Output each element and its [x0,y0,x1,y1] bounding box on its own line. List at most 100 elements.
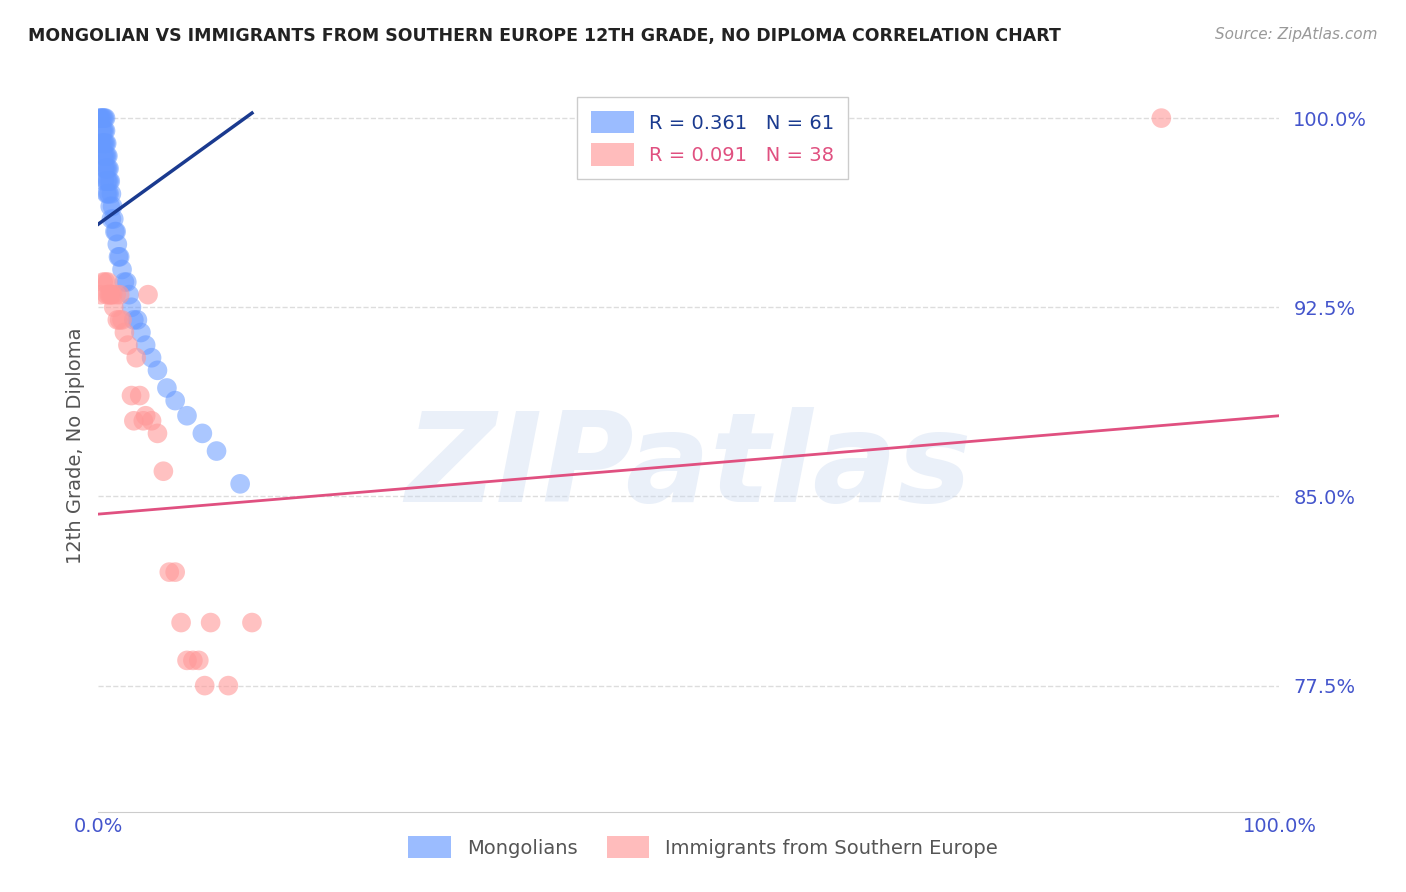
Point [122,414,145,428]
Point [91,149,114,163]
Point [229,476,252,491]
Point [156,381,179,395]
Point [111,262,134,277]
Point [181,653,204,667]
Point [132,414,155,428]
Text: MONGOLIAN VS IMMIGRANTS FROM SOUTHERN EUROPE 12TH GRADE, NO DIPLOMA CORRELATION : MONGOLIAN VS IMMIGRANTS FROM SOUTHERN EU… [28,27,1062,45]
Point [1150,111,1173,125]
Point [96,186,118,201]
Point [93,161,115,176]
Point [105,225,128,239]
Point [101,199,124,213]
Point [117,338,139,352]
Point [121,300,143,314]
Point [100,287,122,301]
Legend: R = 0.361   N = 61, R = 0.091   N = 38: R = 0.361 N = 61, R = 0.091 N = 38 [578,97,848,179]
Point [194,679,217,693]
Point [141,351,163,365]
Point [91,275,114,289]
Point [103,212,125,227]
Point [118,287,141,301]
Point [129,326,152,340]
Text: Source: ZipAtlas.com: Source: ZipAtlas.com [1215,27,1378,42]
Point [136,287,159,301]
Point [97,186,120,201]
Point [100,212,122,227]
Point [93,174,115,188]
Point [101,287,124,301]
Point [94,161,117,176]
Point [91,111,114,125]
Point [94,149,117,163]
Point [96,161,118,176]
Point [141,414,163,428]
Point [128,388,150,402]
Point [105,287,128,301]
Point [90,111,112,125]
Point [91,124,114,138]
Point [96,149,118,163]
Point [93,111,115,125]
Point [98,199,121,213]
Y-axis label: 12th Grade, No Diploma: 12th Grade, No Diploma [66,327,84,565]
Point [112,275,135,289]
Point [104,225,127,239]
Point [135,409,157,423]
Point [97,149,120,163]
Point [96,174,118,188]
Point [93,124,115,138]
Point [108,250,131,264]
Point [94,275,117,289]
Point [176,409,198,423]
Point [105,237,128,252]
Point [127,313,149,327]
Point [146,426,169,441]
Point [191,426,214,441]
Point [111,313,134,327]
Point [98,174,121,188]
Point [94,124,117,138]
Point [98,287,121,301]
Point [91,111,114,125]
Point [125,351,148,365]
Text: ZIPatlas: ZIPatlas [406,408,972,528]
Point [176,653,198,667]
Point [100,186,122,201]
Point [97,174,120,188]
Legend: Mongolians, Immigrants from Southern Europe: Mongolians, Immigrants from Southern Eur… [401,828,1005,866]
Point [108,313,131,327]
Point [165,565,187,579]
Point [91,136,114,151]
Point [240,615,263,630]
Point [94,136,117,151]
Point [97,275,120,289]
Point [108,287,131,301]
Point [96,136,118,151]
Point [135,338,157,352]
Point [93,149,115,163]
Point [97,161,120,176]
Point [96,287,118,301]
Point [122,313,145,327]
Point [98,161,121,176]
Point [187,653,209,667]
Point [112,326,135,340]
Point [170,615,193,630]
Point [107,250,129,264]
Point [205,444,228,458]
Point [105,313,128,327]
Point [157,565,180,579]
Point [165,393,187,408]
Point [90,287,112,301]
Point [121,388,143,402]
Point [217,679,239,693]
Point [200,615,222,630]
Point [91,136,114,151]
Point [94,111,117,125]
Point [98,174,121,188]
Point [115,275,138,289]
Point [89,111,111,125]
Point [103,300,125,314]
Point [146,363,169,377]
Point [152,464,174,478]
